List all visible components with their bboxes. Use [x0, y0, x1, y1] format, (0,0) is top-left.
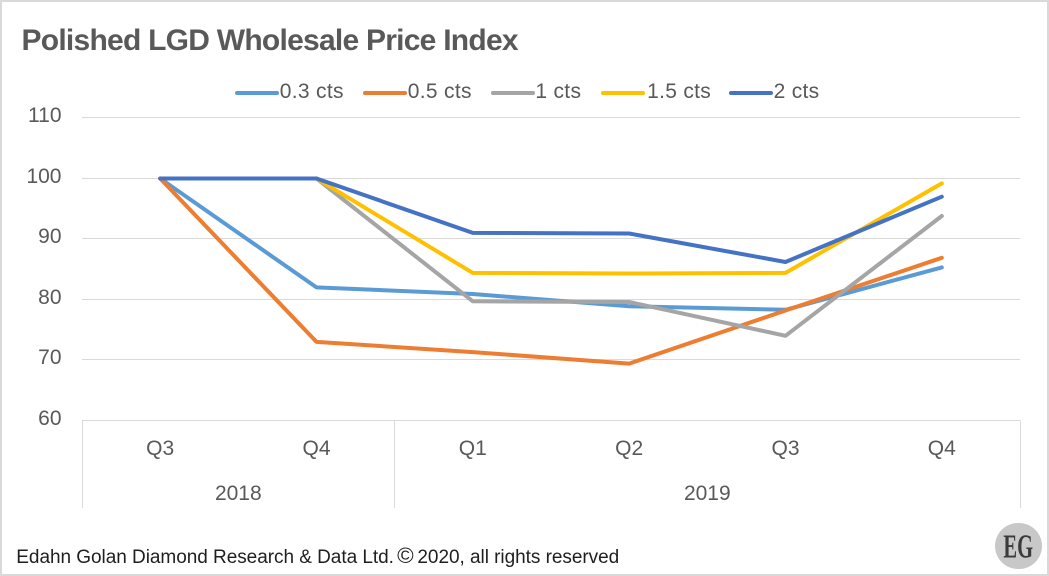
- svg-text:EG: EG: [1003, 528, 1033, 566]
